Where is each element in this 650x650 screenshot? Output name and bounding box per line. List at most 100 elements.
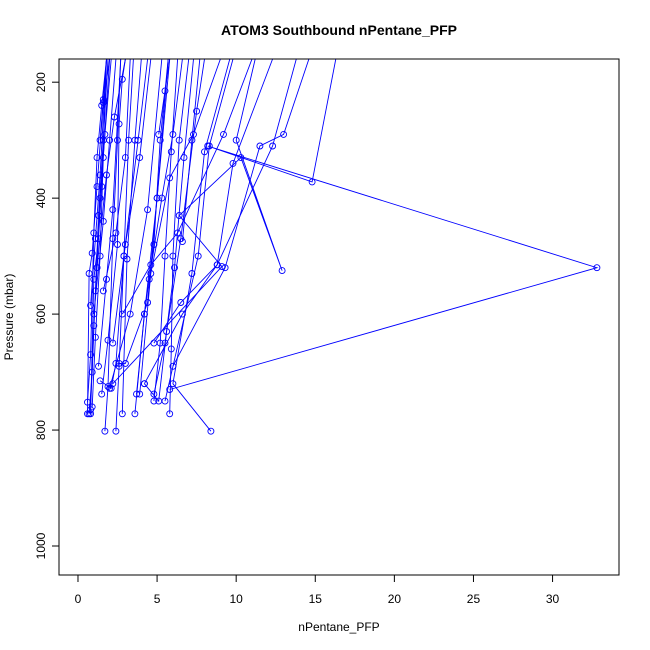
- profile-line: [93, 59, 117, 315]
- data-point: [99, 217, 107, 225]
- x-tick-label: 10: [229, 592, 243, 606]
- profile-36: [96, 59, 107, 144]
- y-axis: 200 400 600 800 1000: [34, 72, 60, 559]
- data-point: [280, 130, 288, 138]
- data-point: [114, 241, 121, 248]
- y-axis-label: Pressure (mbar): [2, 274, 16, 361]
- data-point: [99, 287, 107, 295]
- profile-line: [87, 59, 107, 403]
- profile-26: [166, 59, 601, 393]
- data-point: [161, 397, 169, 405]
- profile-32: [99, 59, 131, 295]
- profile-22: [118, 59, 253, 318]
- data-point: [96, 171, 104, 179]
- data-point: [88, 249, 96, 257]
- data-point: [121, 241, 129, 248]
- data-point: [118, 410, 126, 418]
- profile-33: [109, 59, 152, 347]
- data-point: [99, 154, 107, 162]
- y-tick-label: 200: [34, 72, 48, 92]
- profile-line: [148, 59, 183, 280]
- x-tick-label: 5: [154, 592, 161, 606]
- data-point: [145, 275, 153, 283]
- data-point: [93, 183, 101, 191]
- profile-line: [153, 59, 194, 395]
- profile-line: [164, 59, 234, 402]
- profile-line: [144, 59, 297, 384]
- data-point: [178, 310, 186, 318]
- data-point: [194, 252, 202, 260]
- profile-line: [144, 59, 205, 403]
- data-point: [153, 194, 161, 202]
- profile-line: [112, 59, 152, 344]
- data-point: [115, 120, 123, 128]
- data-point: [140, 380, 148, 388]
- profile-15: [133, 59, 169, 398]
- data-point: [229, 159, 237, 167]
- x-tick-label: 25: [467, 592, 481, 606]
- data-point: [175, 136, 183, 144]
- profile-31: [87, 59, 107, 309]
- profile-line: [99, 59, 107, 141]
- data-point: [167, 148, 175, 156]
- profile-line: [181, 59, 201, 242]
- data-point: [85, 270, 93, 277]
- profile-25: [169, 59, 310, 370]
- data-point: [106, 384, 114, 392]
- data-point: [109, 339, 117, 347]
- data-point: [175, 212, 183, 219]
- data-point: [193, 107, 201, 115]
- profile-line: [119, 59, 169, 364]
- data-point: [308, 178, 316, 186]
- profile-line: [98, 59, 122, 367]
- chart-title: ATOM3 Southbound nPentane_PFP: [221, 22, 457, 38]
- data-point: [114, 136, 121, 144]
- profile-line: [169, 59, 190, 414]
- profile-24: [140, 59, 297, 388]
- data-point: [91, 333, 99, 341]
- profile-line: [169, 59, 599, 390]
- data-point: [134, 136, 142, 144]
- x-axis: 0 5 10 15 20 25 30: [75, 574, 560, 606]
- x-axis-label: nPentane_PFP: [298, 620, 379, 634]
- profile-line: [112, 59, 283, 385]
- data-point: [207, 427, 215, 435]
- data-point: [90, 275, 98, 283]
- x-tick-label: 15: [309, 592, 323, 606]
- data-point: [121, 154, 129, 162]
- profile-line: [102, 59, 131, 291]
- data-point: [166, 174, 174, 182]
- data-point: [87, 351, 95, 359]
- profile-16: [115, 59, 169, 367]
- data-point: [169, 130, 177, 138]
- profile-line: [153, 59, 179, 402]
- data-point: [101, 427, 109, 435]
- data-point: [177, 299, 185, 306]
- profile-38: [178, 59, 201, 246]
- profile-line: [96, 59, 126, 268]
- data-point: [158, 194, 166, 202]
- data-point: [169, 380, 177, 388]
- profile-21: [169, 59, 231, 435]
- data-point: [161, 87, 169, 95]
- profile-line: [172, 59, 310, 367]
- profile-19: [136, 59, 221, 398]
- y-tick-label: 800: [34, 420, 48, 440]
- data-point: [121, 359, 129, 367]
- data-point: [278, 267, 286, 275]
- data-point: [171, 264, 178, 272]
- data-point: [188, 136, 196, 144]
- data-point: [256, 142, 264, 150]
- profile-37: [155, 59, 171, 138]
- data-point: [96, 377, 104, 385]
- profile-34: [106, 59, 163, 392]
- data-point: [155, 130, 163, 138]
- data-point: [150, 397, 158, 405]
- data-point: [178, 238, 186, 246]
- x-tick-label: 30: [546, 592, 560, 606]
- profile-line: [99, 59, 149, 390]
- data-point: [169, 362, 177, 370]
- data-point: [112, 427, 120, 435]
- profile-line: [121, 59, 253, 315]
